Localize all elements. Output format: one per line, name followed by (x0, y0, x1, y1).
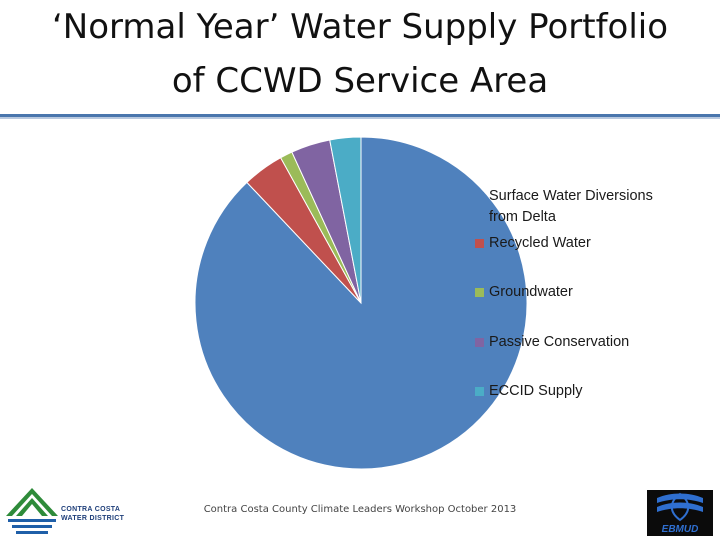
title-line-2: of CCWD Service Area (171, 61, 549, 101)
legend-swatch (475, 239, 484, 248)
legend-label: Surface Water Diversions from Delta (489, 186, 709, 228)
legend-label: Recycled Water (489, 235, 591, 251)
legend-label: ECCID Supply (489, 383, 583, 399)
ccwd-logo-line-1: CONTRA COSTA (61, 506, 121, 513)
title-line-1: ‘Normal Year’ Water Supply Portfolio (51, 7, 669, 47)
ebmud-logo-icon: EBMUD (647, 490, 713, 536)
legend-swatch (475, 387, 484, 396)
title-divider (0, 114, 720, 117)
page-title: ‘Normal Year’ Water Supply Portfolio of … (0, 0, 720, 108)
ccwd-logo: CONTRA COSTA WATER DISTRICT (4, 486, 128, 538)
legend-label: Groundwater (489, 284, 573, 300)
title-divider-shadow (0, 117, 720, 119)
legend-swatch (475, 192, 484, 201)
legend-label-line-1: Surface Water Diversions (489, 188, 653, 204)
pie-slice-eccid-supply (329, 136, 362, 304)
chart-legend: Surface Water Diversions from Delta Recy… (475, 0, 720, 540)
ccwd-logo-icon (6, 488, 58, 534)
ccwd-logo-line-2: WATER DISTRICT (61, 515, 125, 522)
footer-text: Contra Costa County Climate Leaders Work… (203, 504, 517, 515)
ebmud-logo: EBMUD (647, 490, 713, 536)
legend-swatch (475, 338, 484, 347)
legend-label: Passive Conservation (489, 334, 630, 350)
legend-label-line-2: from Delta (489, 209, 556, 225)
ebmud-logo-text: EBMUD (662, 524, 699, 535)
legend-swatch (475, 288, 484, 297)
